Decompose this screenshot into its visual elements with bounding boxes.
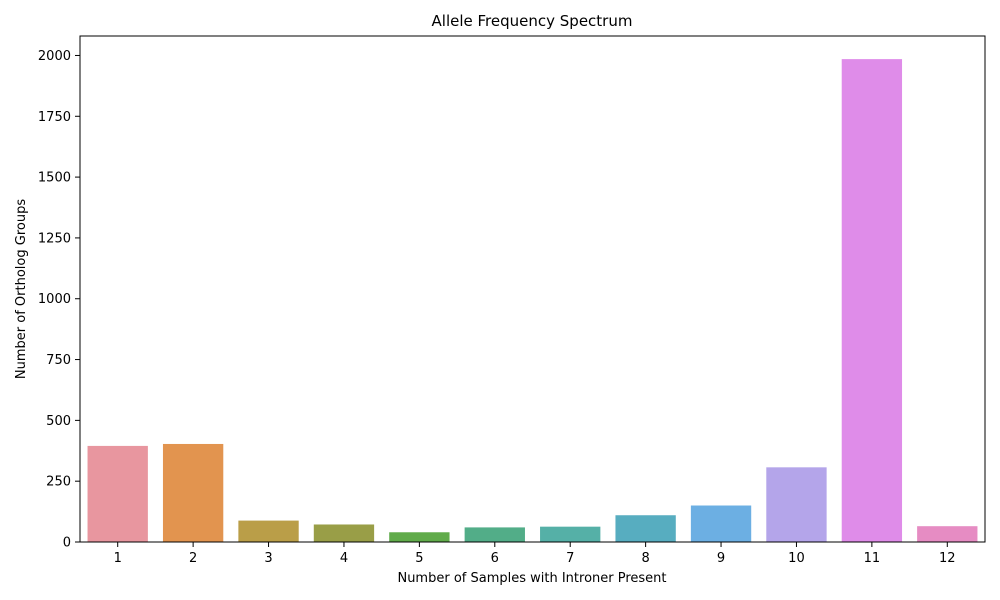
plot-frame xyxy=(79,35,986,543)
bar-7 xyxy=(540,526,601,542)
x-tick-label: 9 xyxy=(717,551,725,566)
y-tick-label: 250 xyxy=(46,475,71,490)
x-tick-label: 6 xyxy=(491,551,499,566)
x-tick-label: 1 xyxy=(114,551,122,566)
y-tick-label: 2000 xyxy=(38,49,71,64)
x-tick-label: 10 xyxy=(788,551,805,566)
bar-11 xyxy=(841,59,903,543)
x-tick-label: 11 xyxy=(864,551,881,566)
y-tick-label: 1500 xyxy=(38,171,71,186)
bar-4 xyxy=(313,524,375,542)
bars xyxy=(87,59,978,543)
y-tick-label: 1250 xyxy=(38,231,71,246)
x-tick-label: 7 xyxy=(566,551,574,566)
x-tick-label: 2 xyxy=(189,551,197,566)
chart-title: Allele Frequency Spectrum xyxy=(432,12,633,30)
y-tick-label: 500 xyxy=(46,414,71,429)
bar-6 xyxy=(464,527,525,542)
bar-12 xyxy=(917,526,978,542)
x-tick-label: 3 xyxy=(264,551,272,566)
bar-5 xyxy=(389,532,450,542)
bar-8 xyxy=(615,515,676,542)
bar-3 xyxy=(238,520,299,542)
y-axis-label: Number of Ortholog Groups xyxy=(14,199,29,379)
bar-1 xyxy=(87,445,148,542)
x-tick-label: 8 xyxy=(641,551,649,566)
bar-9 xyxy=(690,505,752,542)
y-tick-label: 1750 xyxy=(38,110,71,125)
x-axis-label: Number of Samples with Introner Present xyxy=(397,571,666,586)
x-tick-label: 4 xyxy=(340,551,348,566)
y-axis: 0 250 500 750 1000 1250 1500 1750 2000 xyxy=(38,49,80,551)
x-tick-label: 5 xyxy=(415,551,423,566)
y-tick-label: 750 xyxy=(46,353,71,368)
bar-10 xyxy=(766,467,827,542)
x-tick-label: 12 xyxy=(939,551,956,566)
x-axis: 1 2 3 4 5 6 7 8 9 10 11 12 xyxy=(114,542,956,566)
y-tick-label: 1000 xyxy=(38,292,71,307)
bar-2 xyxy=(162,443,224,542)
y-tick-label: 0 xyxy=(63,536,71,551)
